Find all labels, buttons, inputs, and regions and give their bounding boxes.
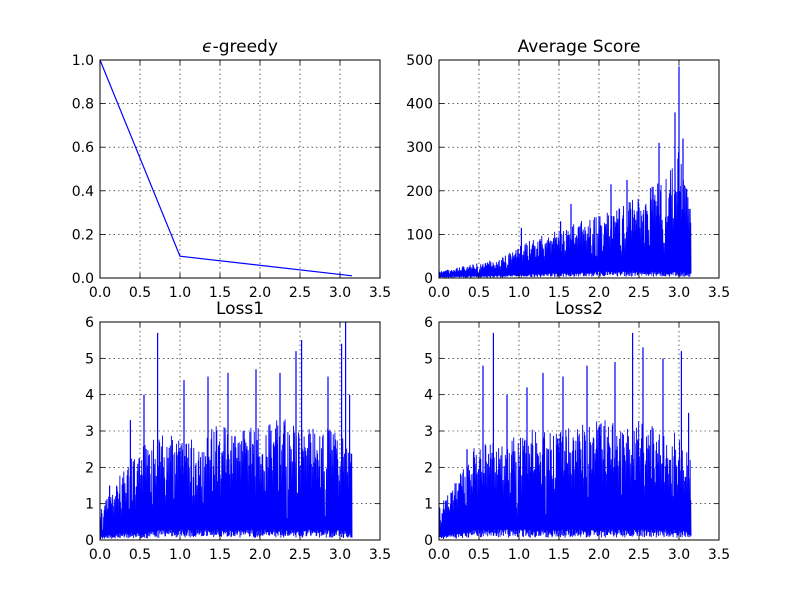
epsilon-greedy-ytick-label: 1.0 [72,53,94,69]
epsilon-greedy-xtick-label: 0.0 [89,285,111,301]
loss1-ytick-label: 5 [85,351,94,367]
epsilon-greedy-xtick-label: 3.5 [369,285,391,301]
loss1-ytick-label: 3 [85,424,94,440]
average-score-xtick-label: 3.5 [708,285,730,301]
epsilon-greedy-xtick-label: 0.5 [129,285,151,301]
loss1-xtick-label: 0.5 [129,547,151,563]
panel-epsilon-greedy: ϵ-greedy 0.0 0.5 1.0 1.5 2.0 2.5 3.0 3.5 0.0 0.2 0… [72,37,391,301]
epsilon-greedy-ytick-label: 0.0 [72,271,94,287]
loss2-series-line [439,420,692,540]
average-score-xtick-label: 0.5 [468,285,490,301]
loss2-xtick-label: 1.0 [508,547,530,563]
loss2-xtick-label: 0.0 [428,547,450,563]
epsilon-greedy-xtick-label: 3.0 [329,285,351,301]
loss1-xtick-label: 1.0 [169,547,191,563]
panel-epsilon-greedy-title-text: -greedy [213,37,278,57]
panel-loss1-title: Loss1 [216,299,264,319]
loss1-xtick-label: 2.5 [289,547,311,563]
average-score-series-line [439,152,692,278]
epsilon-greedy-xtick-label: 2.0 [249,285,271,301]
average-score-ytick-label: 200 [406,184,433,200]
loss2-xtick-label: 3.5 [708,547,730,563]
average-score-xtick-label: 1.5 [548,285,570,301]
loss1-xtick-label: 2.0 [249,547,271,563]
epsilon-greedy-xtick-label: 1.0 [169,285,191,301]
loss2-ytick-label: 3 [424,424,433,440]
panel-loss2-title: Loss2 [555,299,603,319]
epsilon-symbol: ϵ [202,37,212,57]
loss2-ytick-label: 0 [424,533,433,549]
panel-epsilon-greedy-title: ϵ-greedy [202,37,278,57]
average-score-xtick-label: 1.0 [508,285,530,301]
loss2-ytick-label: 5 [424,351,433,367]
panel-loss1: Loss1 0.0 0.5 1.0 1.5 2.0 2.5 3.0 3.5 0 1 2 3 4 5 6 [85,299,391,563]
loss1-ytick-label: 4 [85,388,94,404]
epsilon-greedy-ytick-label: 0.2 [72,227,94,243]
average-score-ytick-label: 300 [406,140,433,156]
loss1-ytick-label: 2 [85,460,94,476]
panel-average-score-title: Average Score [518,37,641,57]
average-score-xtick-label: 3.0 [668,285,690,301]
average-score-ytick-label: 0 [424,271,433,287]
epsilon-greedy-xtick-label: 1.5 [209,285,231,301]
epsilon-greedy-xtick-label: 2.5 [289,285,311,301]
epsilon-greedy-data-group [100,60,353,277]
loss2-ytick-label: 1 [424,497,433,513]
average-score-ytick-label: 100 [406,227,433,243]
loss1-xtick-label: 1.5 [209,547,231,563]
loss2-xtick-label: 0.5 [468,547,490,563]
loss2-ytick-label: 2 [424,460,433,476]
loss2-ytick-label: 4 [424,388,433,404]
panel-loss2: Loss2 0.0 0.5 1.0 1.5 2.0 2.5 3.0 3.5 0 1 2 3 4 5 6 [424,299,730,563]
epsilon-greedy-ytick-label: 0.4 [72,184,94,200]
loss1-series-line [100,419,353,539]
loss1-ytick-label: 1 [85,497,94,513]
loss2-xtick-label: 2.0 [588,547,610,563]
average-score-xtick-label: 0.0 [428,285,450,301]
average-score-xtick-label: 2.0 [588,285,610,301]
loss1-xtick-label: 3.0 [329,547,351,563]
loss2-data-group [439,332,692,540]
epsilon-greedy-ytick-label: 0.6 [72,140,94,156]
loss2-xtick-label: 1.5 [548,547,570,563]
average-score-ytick-label: 400 [406,97,433,113]
loss1-ytick-label: 0 [85,533,94,549]
loss2-xtick-label: 2.5 [628,547,650,563]
loss1-ytick-label: 6 [85,315,94,331]
epsilon-greedy-series-line [100,60,353,277]
loss2-xtick-label: 3.0 [668,547,690,563]
average-score-ytick-label: 500 [406,53,433,69]
average-score-axes-frame [438,59,720,279]
loss2-ytick-label: 6 [424,315,433,331]
epsilon-greedy-axes-frame [99,59,381,279]
panel-average-score: Average Score 0.0 0.5 1.0 1.5 2.0 2.5 3.0 3.5 0 1… [406,37,730,301]
average-score-data-group [439,66,692,278]
loss1-xtick-label: 0.0 [89,547,111,563]
average-score-xtick-label: 2.5 [628,285,650,301]
loss1-data-group [100,322,353,539]
epsilon-greedy-ytick-label: 0.8 [72,97,94,113]
loss1-xtick-label: 3.5 [369,547,391,563]
